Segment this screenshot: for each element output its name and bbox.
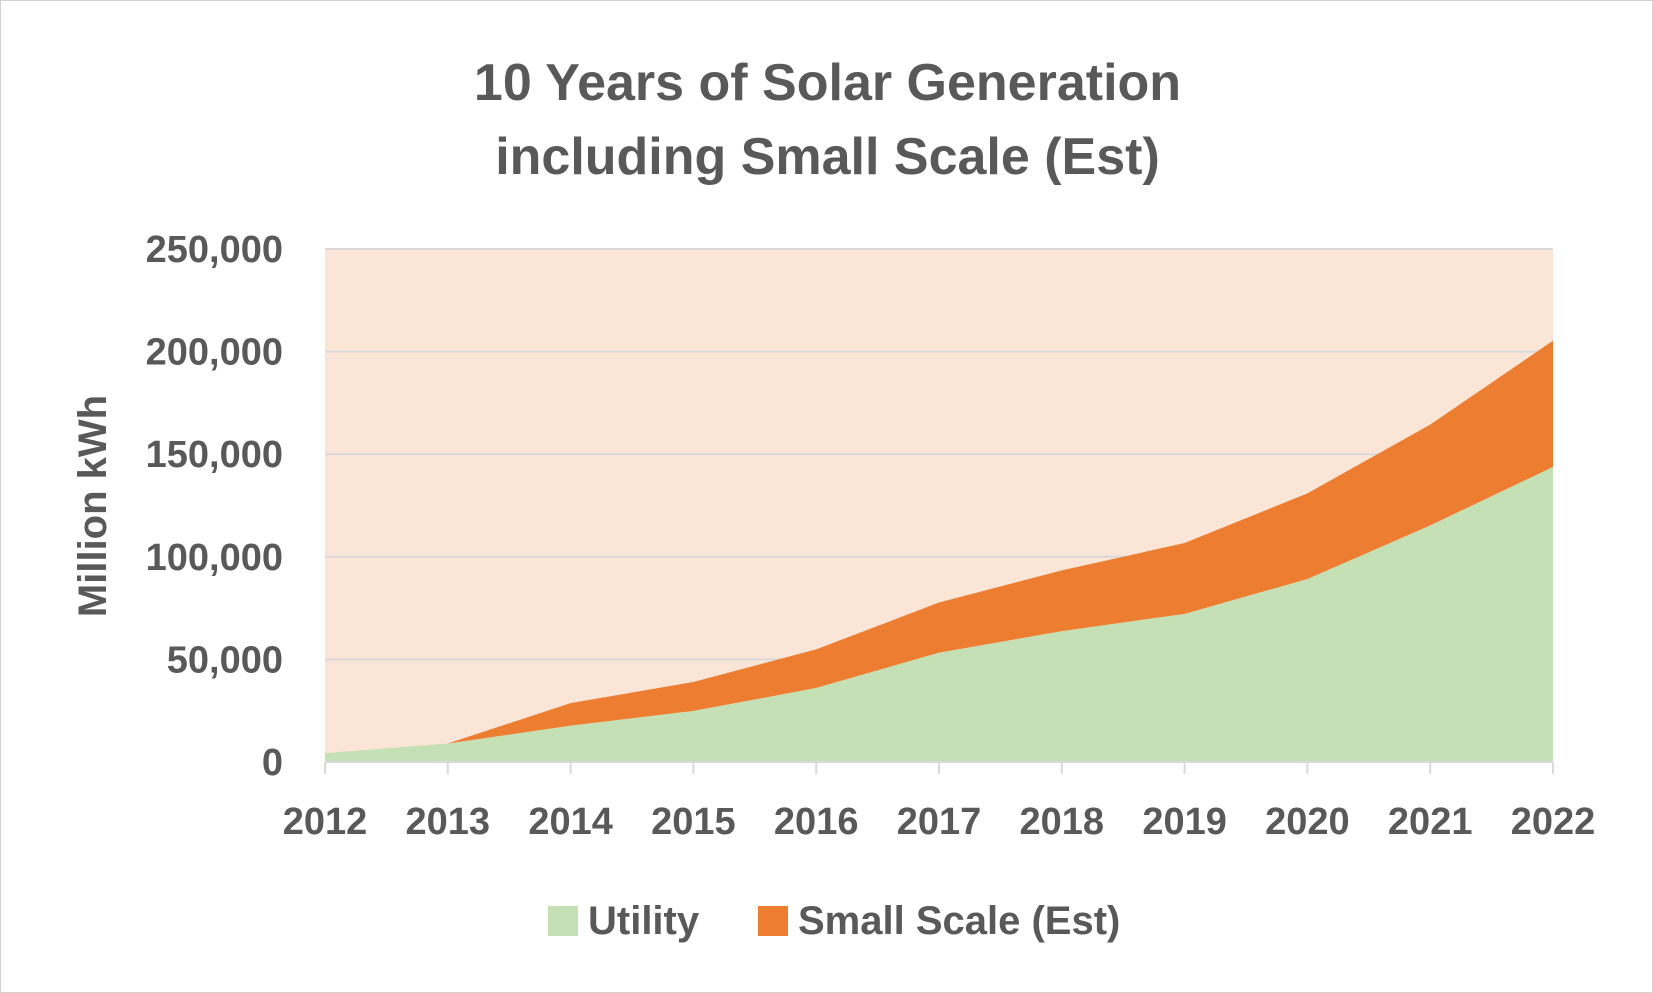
x-tick-label-1: 2013 bbox=[406, 801, 491, 843]
x-tick-label-2: 2014 bbox=[528, 801, 613, 843]
chart-title-line-2: including Small Scale (Est) bbox=[495, 128, 1160, 186]
chart-title: 10 Years of Solar Generation including S… bbox=[1, 46, 1653, 194]
x-tick-label-8: 2020 bbox=[1265, 801, 1350, 843]
y-tick-label-4: 200,000 bbox=[146, 332, 283, 374]
series-area-1 bbox=[325, 340, 1553, 754]
x-tick-label-9: 2021 bbox=[1388, 801, 1473, 843]
legend-swatch-0 bbox=[548, 906, 578, 936]
y-tick-label-0: 0 bbox=[262, 742, 283, 784]
y-axis-label: Million kWh bbox=[71, 395, 115, 617]
x-tick-label-7: 2019 bbox=[1142, 801, 1227, 843]
legend-label-0: Utility bbox=[588, 899, 700, 943]
x-tick-label-6: 2018 bbox=[1020, 801, 1105, 843]
chart-title-line-1: 10 Years of Solar Generation bbox=[473, 54, 1182, 112]
x-tick-label-3: 2015 bbox=[651, 801, 736, 843]
y-tick-label-1: 50,000 bbox=[167, 639, 283, 681]
x-tick-label-10: 2022 bbox=[1511, 801, 1596, 843]
x-tick-label-4: 2016 bbox=[774, 801, 859, 843]
x-tick-label-5: 2017 bbox=[897, 801, 982, 843]
series-area-0 bbox=[325, 466, 1553, 762]
legend-label-1: Small Scale (Est) bbox=[798, 899, 1120, 943]
y-tick-label-3: 150,000 bbox=[146, 434, 283, 476]
y-tick-label-5: 250,000 bbox=[146, 229, 283, 271]
legend-swatch-1 bbox=[758, 906, 788, 936]
x-tick-label-0: 2012 bbox=[283, 801, 368, 843]
y-tick-label-2: 100,000 bbox=[146, 537, 283, 579]
